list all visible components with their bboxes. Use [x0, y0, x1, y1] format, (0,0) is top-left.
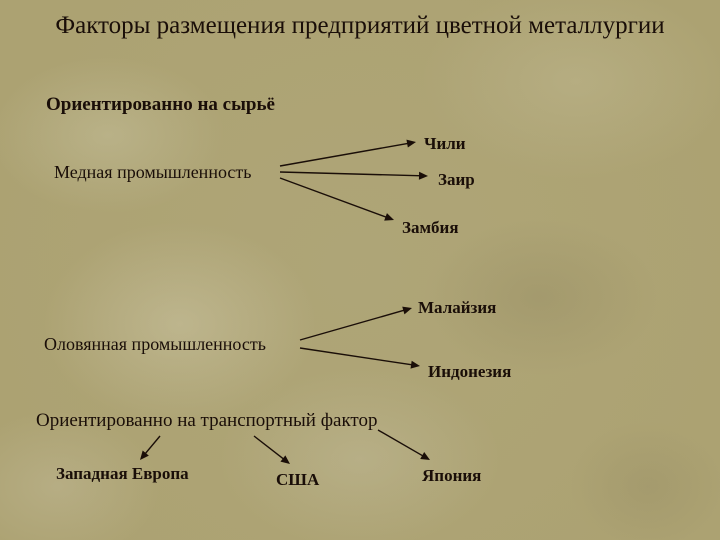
country-chile: Чили — [424, 134, 466, 154]
section-transport: Ориентированно на транспортный фактор — [36, 410, 377, 432]
section-raw-material: Ориентированно на сырьё — [46, 94, 275, 116]
diagram-content: Факторы размещения предприятий цветной м… — [0, 0, 720, 540]
industry-copper: Медная промышленность — [54, 162, 251, 183]
country-indonesia: Индонезия — [428, 362, 511, 382]
country-zambia: Замбия — [402, 218, 459, 238]
country-malaysia: Малайзия — [418, 298, 496, 318]
country-japan: Япония — [422, 466, 481, 486]
country-usa: США — [276, 470, 319, 490]
industry-tin: Оловянная промышленность — [44, 334, 266, 355]
arrow-layer — [0, 0, 720, 540]
page-title: Факторы размещения предприятий цветной м… — [0, 10, 720, 41]
country-weurope: Западная Европа — [56, 464, 189, 484]
country-zaire: Заир — [438, 170, 475, 190]
